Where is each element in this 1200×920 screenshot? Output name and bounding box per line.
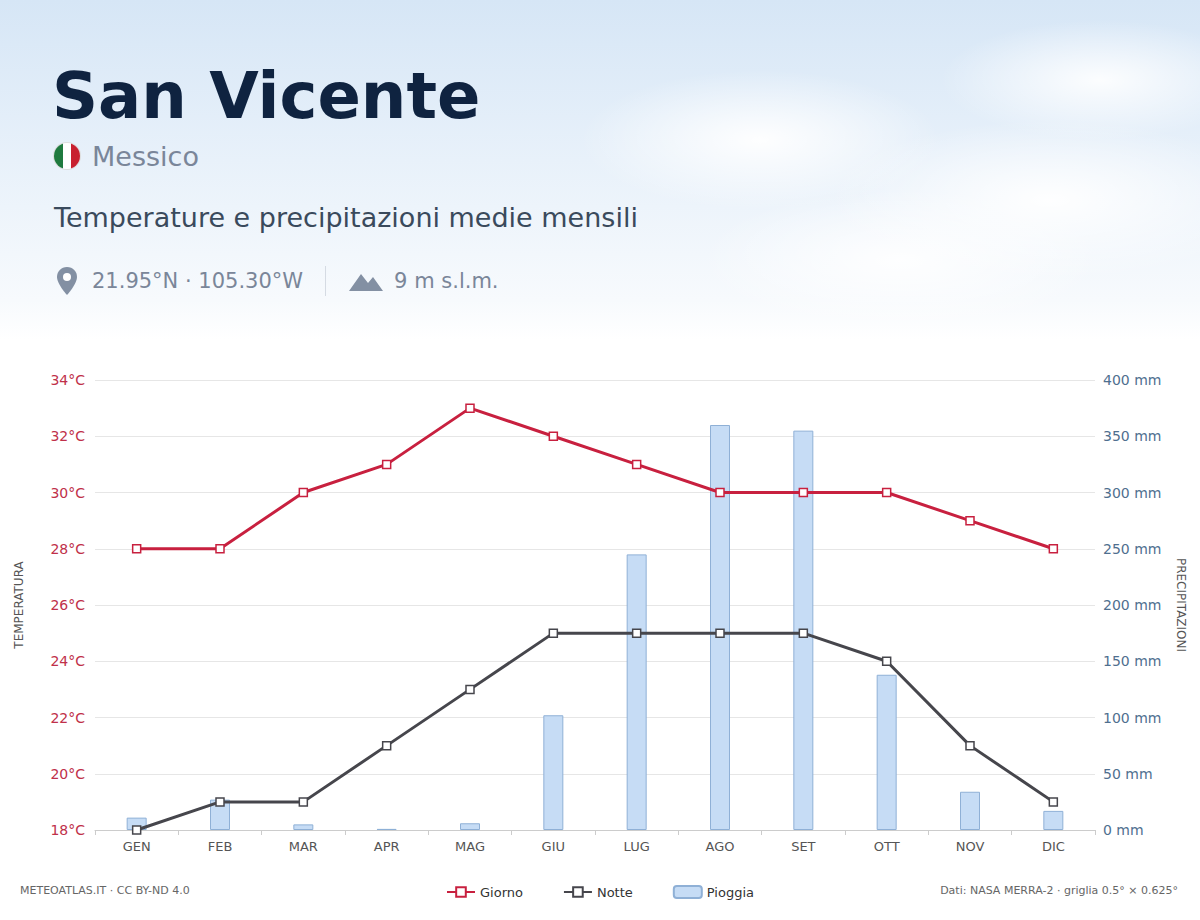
svg-text:DIC: DIC bbox=[1042, 839, 1065, 854]
svg-text:350 mm: 350 mm bbox=[1103, 428, 1161, 444]
svg-text:Notte: Notte bbox=[597, 885, 633, 900]
svg-text:TEMPERATURA: TEMPERATURA bbox=[12, 561, 26, 650]
html-text:Temperature e precipitazioni m: Temperature e precipitazioni medie mensi… bbox=[54, 202, 638, 233]
svg-text:MAR: MAR bbox=[289, 839, 318, 854]
svg-text:200 mm: 200 mm bbox=[1103, 597, 1161, 613]
svg-text:GEN: GEN bbox=[123, 839, 151, 854]
svg-text:30°C: 30°C bbox=[50, 485, 85, 501]
svg-text:Giorno: Giorno bbox=[480, 885, 523, 900]
svg-text:18°C: 18°C bbox=[50, 822, 85, 838]
svg-text:26°C: 26°C bbox=[50, 597, 85, 613]
svg-text:32°C: 32°C bbox=[50, 428, 85, 444]
svg-text:SET: SET bbox=[791, 839, 815, 854]
svg-text:APR: APR bbox=[374, 839, 400, 854]
svg-text:100 mm: 100 mm bbox=[1103, 710, 1161, 726]
svg-text:PRECIPITAZIONI: PRECIPITAZIONI bbox=[1174, 558, 1188, 652]
svg-text:20°C: 20°C bbox=[50, 766, 85, 782]
svg-text:Pioggia: Pioggia bbox=[707, 885, 754, 900]
html-text:METEOATLAS.IT · CC BY-ND 4.0: METEOATLAS.IT · CC BY-ND 4.0 bbox=[20, 884, 190, 897]
svg-text:LUG: LUG bbox=[624, 839, 650, 854]
svg-text:0 mm: 0 mm bbox=[1103, 822, 1144, 838]
svg-text:150 mm: 150 mm bbox=[1103, 653, 1161, 669]
svg-text:300 mm: 300 mm bbox=[1103, 485, 1161, 501]
html-text:9 m s.l.m.: 9 m s.l.m. bbox=[394, 269, 499, 293]
svg-text:34°C: 34°C bbox=[50, 372, 85, 388]
html-text:San Vicente: San Vicente bbox=[52, 59, 481, 133]
svg-text:50 mm: 50 mm bbox=[1103, 766, 1153, 782]
svg-text:400 mm: 400 mm bbox=[1103, 372, 1161, 388]
html-text:Messico: Messico bbox=[92, 140, 199, 172]
html-text:21.95°N · 105.30°W: 21.95°N · 105.30°W bbox=[92, 269, 304, 293]
svg-text:AGO: AGO bbox=[706, 839, 735, 854]
svg-text:GIU: GIU bbox=[542, 839, 565, 854]
svg-text:22°C: 22°C bbox=[50, 710, 85, 726]
svg-text:OTT: OTT bbox=[874, 839, 900, 854]
svg-text:24°C: 24°C bbox=[50, 653, 85, 669]
svg-text:28°C: 28°C bbox=[50, 541, 85, 557]
svg-text:250 mm: 250 mm bbox=[1103, 541, 1161, 557]
svg-text:FEB: FEB bbox=[208, 839, 233, 854]
svg-text:MAG: MAG bbox=[455, 839, 485, 854]
svg-text:NOV: NOV bbox=[956, 839, 985, 854]
html-text:Dati: NASA MERRA-2 · griglia 0: Dati: NASA MERRA-2 · griglia 0.5° × 0.62… bbox=[940, 884, 1178, 897]
